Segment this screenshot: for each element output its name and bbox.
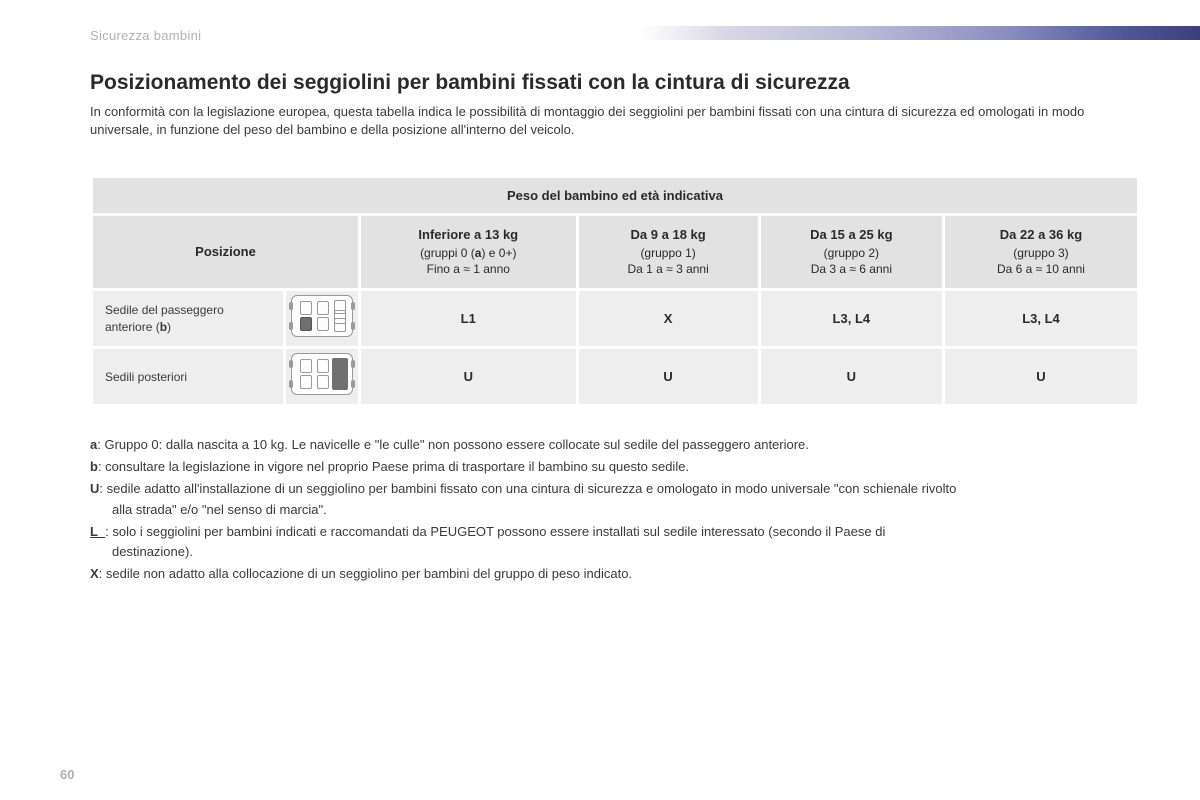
table-row: Sedili posteriori U U U U <box>93 349 1137 404</box>
table-header-span-row: Peso del bambino ed età indicativa <box>93 178 1137 213</box>
page-title: Posizionamento dei seggiolini per bambin… <box>90 71 1140 95</box>
weight-col-2: Da 15 a 25 kg (gruppo 2) Da 3 a ≈ 6 anni <box>761 216 942 288</box>
weight-col-0: Inferiore a 13 kg (gruppi 0 (a) e 0+) Fi… <box>361 216 576 288</box>
header-gradient-bar <box>640 26 1200 40</box>
table-header-row: Posizione Inferiore a 13 kg (gruppi 0 (a… <box>93 216 1137 288</box>
seat-diagram-rear-icon <box>286 349 358 404</box>
span-header: Peso del bambino ed età indicativa <box>93 178 1137 213</box>
intro-paragraph: In conformità con la legislazione europe… <box>90 103 1140 139</box>
cell: U <box>579 349 758 404</box>
child-seat-table: Peso del bambino ed età indicativa Posiz… <box>90 175 1140 407</box>
note-b: b: consultare la legislazione in vigore … <box>90 457 1140 477</box>
page-number: 60 <box>60 767 74 782</box>
position-header: Posizione <box>93 216 358 288</box>
car-top-view-icon <box>291 295 353 337</box>
cell: X <box>579 291 758 346</box>
note-l: L_: solo i seggiolini per bambini indica… <box>90 522 1140 562</box>
car-top-view-icon <box>291 353 353 395</box>
row-label-front: Sedile del passeggero anteriore (b) <box>93 291 283 346</box>
cell: U <box>361 349 576 404</box>
table-row: Sedile del passeggero anteriore (b) L1 X… <box>93 291 1137 346</box>
weight-col-3: Da 22 a 36 kg (gruppo 3) Da 6 a ≈ 10 ann… <box>945 216 1137 288</box>
cell: U <box>945 349 1137 404</box>
note-a: a: Gruppo 0: dalla nascita a 10 kg. Le n… <box>90 435 1140 455</box>
cell: L1 <box>361 291 576 346</box>
cell: L3, L4 <box>761 291 942 346</box>
note-x: X: sedile non adatto alla collocazione d… <box>90 564 1140 584</box>
manual-page: Sicurezza bambini Posizionamento dei seg… <box>0 0 1200 800</box>
cell: U <box>761 349 942 404</box>
cell: L3, L4 <box>945 291 1137 346</box>
row-label-rear: Sedili posteriori <box>93 349 283 404</box>
note-u: U: sedile adatto all'installazione di un… <box>90 479 1140 519</box>
weight-col-1: Da 9 a 18 kg (gruppo 1) Da 1 a ≈ 3 anni <box>579 216 758 288</box>
seat-diagram-front-icon <box>286 291 358 346</box>
legend-notes: a: Gruppo 0: dalla nascita a 10 kg. Le n… <box>90 435 1140 584</box>
